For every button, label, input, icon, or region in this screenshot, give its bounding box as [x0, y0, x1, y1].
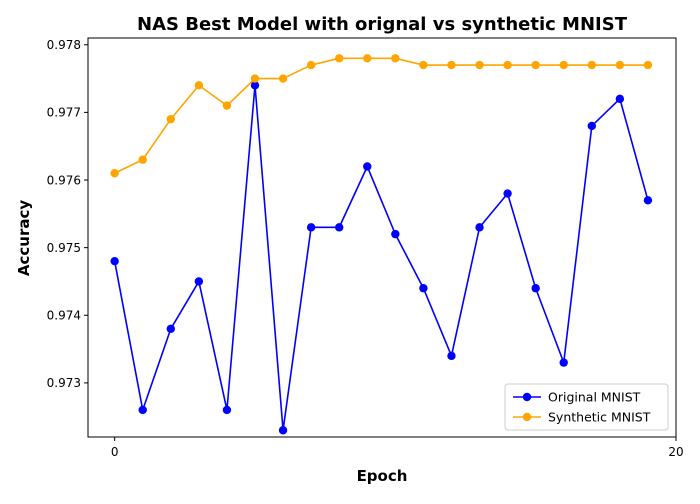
y-tick-label: 0.978	[47, 38, 81, 52]
legend-marker-original-mnist	[522, 392, 532, 402]
plot-area: 0 20 0.973 0.974 0.975 0.976 0.977 0.978	[47, 37, 684, 459]
x-tick-label: 20	[668, 445, 683, 459]
data-point-synthetic-mnist	[531, 60, 540, 70]
legend-marker-synthetic-mnist	[522, 412, 532, 422]
data-point-synthetic-mnist	[222, 101, 232, 110]
x-tick-label: 0	[111, 445, 119, 459]
data-point-synthetic-mnist	[587, 60, 596, 70]
data-point-original-mnist	[306, 223, 316, 232]
data-point-synthetic-mnist	[447, 60, 456, 70]
data-point-synthetic-mnist	[643, 60, 653, 70]
data-point-original-mnist	[503, 189, 512, 198]
data-point-synthetic-mnist	[503, 60, 512, 70]
data-point-original-mnist	[363, 162, 372, 171]
y-tick-label: 0.975	[47, 241, 81, 255]
data-point-original-mnist	[166, 324, 175, 333]
y-tick-label: 0.977	[47, 106, 81, 120]
legend-frame	[504, 383, 669, 431]
y-tick-label: 0.974	[47, 309, 81, 323]
x-axis-label: Epoch	[357, 467, 408, 485]
data-point-synthetic-mnist	[110, 169, 119, 178]
data-point-synthetic-mnist	[419, 60, 428, 70]
data-point-original-mnist	[335, 223, 344, 232]
data-point-original-mnist	[643, 196, 653, 205]
data-point-synthetic-mnist	[138, 155, 147, 164]
data-point-synthetic-mnist	[278, 74, 288, 83]
data-point-original-mnist	[475, 223, 484, 232]
axes-frame	[87, 37, 677, 438]
data-point-synthetic-mnist	[335, 54, 344, 63]
data-point-original-mnist	[419, 284, 428, 293]
data-point-original-mnist	[110, 256, 119, 266]
data-point-synthetic-mnist	[363, 54, 372, 63]
chart-title: NAS Best Model with orignal vs synthetic…	[137, 14, 628, 35]
data-point-synthetic-mnist	[559, 60, 568, 70]
series-line-original-mnist	[113, 84, 649, 432]
y-tick-label: 0.973	[47, 376, 81, 390]
data-point-original-mnist	[447, 351, 456, 361]
legend-label-synthetic-mnist: Synthetic MNIST	[548, 409, 651, 424]
data-point-original-mnist	[194, 277, 204, 286]
y-axis-label: Accuracy	[15, 200, 33, 276]
data-point-original-mnist	[278, 426, 288, 435]
data-point-synthetic-mnist	[615, 60, 625, 70]
data-point-original-mnist	[391, 229, 400, 239]
data-point-original-mnist	[559, 358, 568, 367]
y-tick-label: 0.976	[47, 173, 81, 187]
data-point-original-mnist	[222, 405, 232, 415]
data-point-original-mnist	[138, 405, 147, 415]
series-line-synthetic-mnist	[114, 57, 648, 174]
data-point-original-mnist	[250, 81, 260, 90]
data-point-synthetic-mnist	[194, 81, 204, 90]
data-point-original-mnist	[615, 94, 625, 104]
legend-label-original-mnist: Original MNIST	[548, 389, 641, 404]
data-point-original-mnist	[587, 121, 596, 131]
data-point-synthetic-mnist	[475, 60, 484, 70]
data-point-synthetic-mnist	[306, 60, 316, 70]
data-point-original-mnist	[531, 284, 540, 293]
data-point-synthetic-mnist	[391, 54, 400, 63]
legend: Original MNIST Synthetic MNIST	[504, 383, 669, 431]
data-point-synthetic-mnist	[250, 74, 260, 83]
data-point-synthetic-mnist	[166, 114, 175, 124]
